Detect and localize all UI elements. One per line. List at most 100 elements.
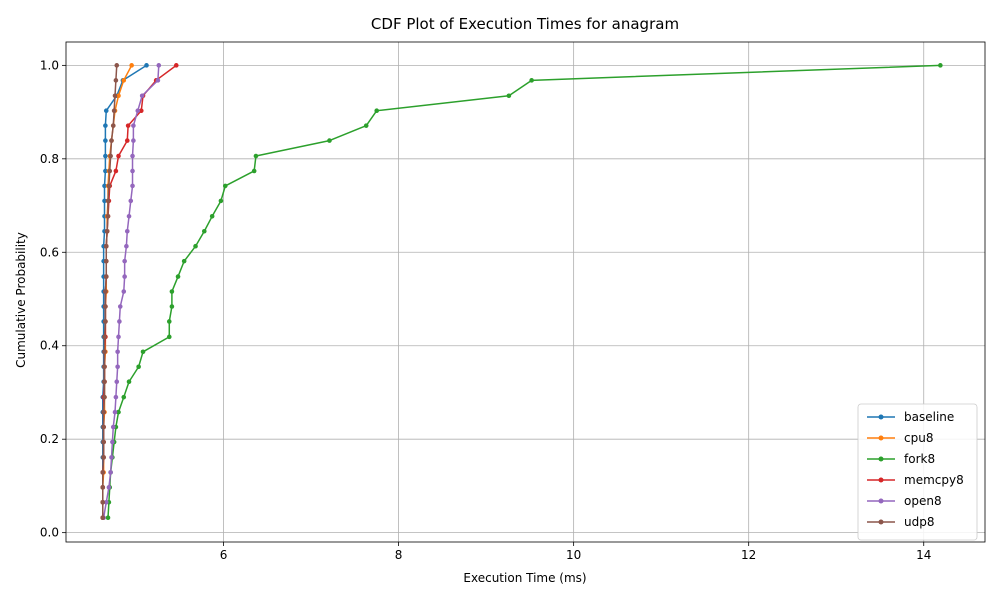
data-point-open8 [108, 470, 113, 475]
data-point-fork8 [116, 409, 121, 415]
data-point-udp8 [101, 424, 106, 430]
data-point-memcpy8 [173, 63, 179, 68]
y-tick-label: 0.6 [40, 245, 59, 259]
data-point-udp8 [104, 228, 110, 234]
x-tick-label: 10 [566, 548, 581, 562]
x-tick-label: 6 [220, 548, 228, 562]
legend-label: memcpy8 [904, 473, 964, 487]
data-point-udp8 [114, 63, 120, 68]
data-point-udp8 [110, 123, 116, 128]
data-point-udp8 [112, 93, 118, 99]
data-point-baseline [103, 153, 108, 159]
data-point-udp8 [105, 198, 111, 204]
legend-label: baseline [904, 410, 954, 424]
data-point-udp8 [102, 334, 107, 340]
plot-frame [65, 41, 986, 543]
data-point-udp8 [107, 168, 113, 174]
legend-swatch-marker [878, 477, 884, 483]
data-point-fork8 [374, 108, 380, 113]
data-point-open8 [124, 243, 129, 249]
data-point-open8 [121, 289, 127, 294]
data-point-cpu8 [129, 63, 134, 68]
data-point-fork8 [209, 214, 215, 219]
data-point-open8 [113, 394, 119, 400]
data-point-open8 [114, 379, 120, 385]
data-point-fork8 [121, 394, 127, 400]
data-point-baseline [144, 63, 149, 68]
data-point-udp8 [100, 470, 106, 475]
legend-label: fork8 [904, 452, 935, 466]
grid-lines [66, 42, 985, 542]
data-point-open8 [117, 319, 122, 324]
data-point-open8 [126, 214, 132, 219]
data-point-open8 [117, 304, 123, 309]
data-point-open8 [135, 108, 141, 113]
data-point-cpu8 [116, 93, 121, 99]
chart-title: CDF Plot of Execution Times for anagram [371, 15, 679, 33]
y-tick-label: 0.0 [40, 526, 59, 540]
data-point-fork8 [251, 168, 257, 174]
legend-label: cpu8 [904, 431, 933, 445]
legend-item-cpu8: cpu8 [867, 431, 933, 445]
data-point-open8 [116, 334, 121, 340]
data-point-open8 [122, 258, 127, 264]
data-point-baseline [103, 123, 108, 128]
legend-swatch-marker [878, 435, 884, 441]
data-point-udp8 [103, 289, 108, 294]
data-point-fork8 [529, 78, 534, 83]
data-point-fork8 [169, 289, 175, 294]
data-point-udp8 [102, 364, 107, 370]
data-point-udp8 [101, 439, 106, 445]
data-point-baseline [102, 198, 107, 204]
data-point-open8 [106, 485, 112, 490]
data-point-open8 [110, 439, 115, 445]
data-point-fork8 [105, 515, 111, 520]
data-point-memcpy8 [113, 168, 119, 174]
data-point-fork8 [201, 228, 207, 234]
data-point-fork8 [218, 198, 224, 204]
data-point-udp8 [102, 394, 107, 400]
legend: baseline cpu8 fork8 memcpy8 open8 udp8 [857, 403, 978, 541]
data-point-fork8 [140, 349, 146, 355]
data-point-fork8 [222, 183, 228, 189]
axis-ticks: 6 8 10 12 14 0.0 0.2 0.4 0.6 0.8 1.0 [40, 58, 931, 562]
data-point-baseline [102, 183, 107, 189]
data-point-open8 [131, 138, 136, 143]
data-point-udp8 [109, 138, 114, 143]
series-open8 [101, 63, 162, 520]
data-point-udp8 [106, 183, 112, 189]
data-point-udp8 [102, 379, 107, 385]
legend-item-baseline: baseline [867, 410, 954, 424]
x-tick-label: 8 [395, 548, 403, 562]
data-point-udp8 [111, 108, 117, 113]
data-point-udp8 [101, 455, 106, 460]
data-point-open8 [122, 274, 127, 279]
data-point-memcpy8 [116, 153, 121, 159]
data-point-fork8 [181, 258, 187, 264]
data-point-udp8 [100, 485, 106, 490]
legend-swatch-marker [878, 414, 884, 420]
data-point-open8 [115, 349, 120, 355]
data-point-fork8 [327, 138, 332, 143]
data-point-open8 [110, 424, 116, 430]
data-point-open8 [115, 364, 120, 370]
legend-label: udp8 [904, 515, 934, 529]
y-tick-label: 0.4 [40, 339, 59, 353]
y-tick-label: 1.0 [40, 58, 59, 72]
data-point-fork8 [193, 243, 198, 249]
data-point-memcpy8 [138, 108, 144, 113]
legend-label: open8 [904, 494, 942, 508]
data-point-fork8 [938, 63, 943, 68]
legend-swatch-marker [878, 456, 884, 462]
data-point-open8 [112, 409, 118, 415]
data-point-fork8 [136, 364, 141, 370]
legend-swatch-marker [878, 519, 884, 525]
y-tick-label: 0.2 [40, 432, 59, 446]
series-group [100, 63, 943, 520]
data-point-open8 [130, 153, 135, 159]
data-point-open8 [128, 198, 134, 204]
legend-item-udp8: udp8 [867, 515, 934, 529]
data-point-udp8 [103, 319, 108, 324]
